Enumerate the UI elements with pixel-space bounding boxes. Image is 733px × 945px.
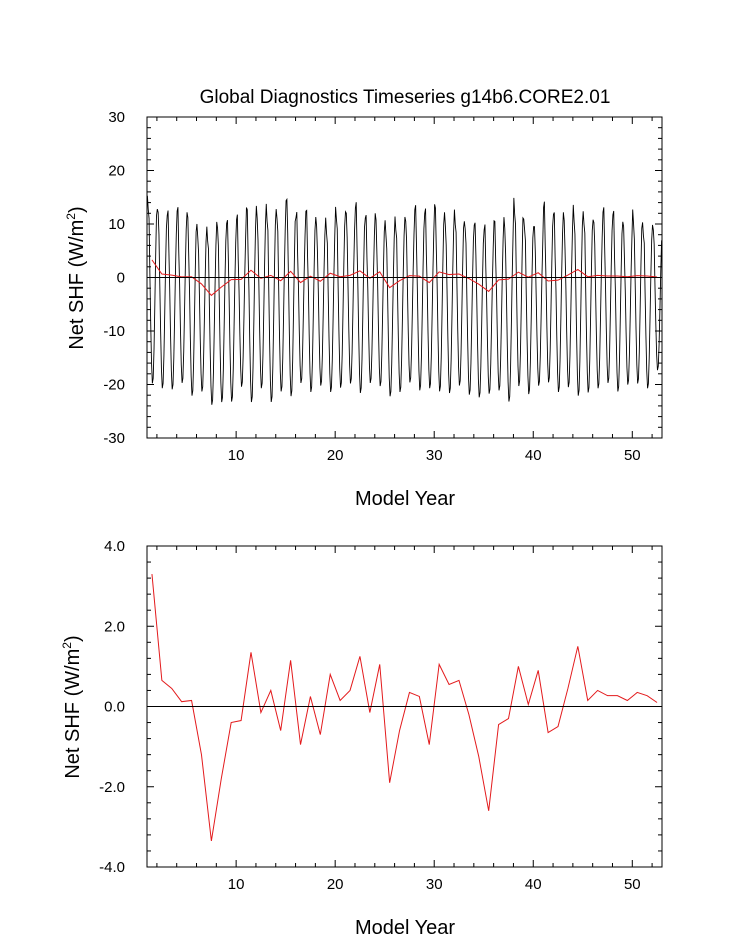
- tick-layer: [147, 116, 662, 439]
- x-axis-label: Model Year: [355, 917, 455, 939]
- y-axis-label: Net SHF (W/m2): [64, 206, 88, 349]
- plot-frame: [146, 116, 663, 439]
- annual-mean-series-line: [151, 259, 658, 297]
- y-tick-label: 0.0: [104, 699, 125, 716]
- y-tick-label: -10: [103, 323, 125, 340]
- y-axis-label-sup: 2: [60, 642, 74, 649]
- x-tick-label: 40: [525, 447, 542, 464]
- top-panel: Global Diagnostics Timeseries g14b6.CORE…: [64, 87, 663, 510]
- y-tick-label: -20: [103, 377, 125, 394]
- y-tick-label: -2.0: [99, 779, 125, 796]
- y-tick-label: -4.0: [99, 859, 125, 876]
- y-axis-label-tail: ): [62, 635, 84, 642]
- x-tick-label: 30: [426, 876, 443, 893]
- monthly-series-line: [146, 195, 663, 405]
- tick-layer: [147, 545, 662, 868]
- annual-mean-series-line: [151, 574, 658, 841]
- x-tick-label: 10: [228, 447, 245, 464]
- x-axis-label: Model Year: [355, 488, 455, 510]
- y-tick-label: 2.0: [104, 618, 125, 635]
- chart-title: Global Diagnostics Timeseries g14b6.CORE…: [200, 87, 611, 108]
- x-tick-label: 10: [228, 876, 245, 893]
- y-tick-label: 4.0: [104, 538, 125, 555]
- x-tick-label: 50: [624, 876, 641, 893]
- y-tick-label: 20: [108, 163, 125, 180]
- y-tick-label: 30: [108, 109, 125, 126]
- tick-label-layer: 10 20 30 40 50 -30 -20 -10 0 10 20 30: [103, 109, 640, 464]
- x-tick-label: 50: [624, 447, 641, 464]
- plot-frame: [146, 545, 663, 868]
- y-axis-label-sup: 2: [64, 213, 78, 220]
- y-axis-label-main: Net SHF (W/m: [66, 220, 88, 350]
- y-axis-label-main: Net SHF (W/m: [62, 649, 84, 779]
- x-tick-label: 20: [327, 876, 344, 893]
- tick-label-layer: 10 20 30 40 50 -4.0 -2.0 0.0 2.0 4.0: [99, 538, 640, 893]
- y-axis-label-tail: ): [66, 206, 88, 213]
- y-tick-label: -30: [103, 430, 125, 447]
- series-layer: [151, 574, 658, 841]
- bottom-panel: 10 20 30 40 50 -4.0 -2.0 0.0 2.0 4.0 Model Year N…: [60, 538, 663, 939]
- y-axis-label: Net SHF (W/m2): [60, 635, 84, 778]
- x-tick-label: 20: [327, 447, 344, 464]
- y-tick-label: 0: [117, 270, 125, 287]
- x-tick-label: 30: [426, 447, 443, 464]
- series-layer: [146, 195, 663, 405]
- y-tick-label: 10: [108, 216, 125, 233]
- x-tick-label: 40: [525, 876, 542, 893]
